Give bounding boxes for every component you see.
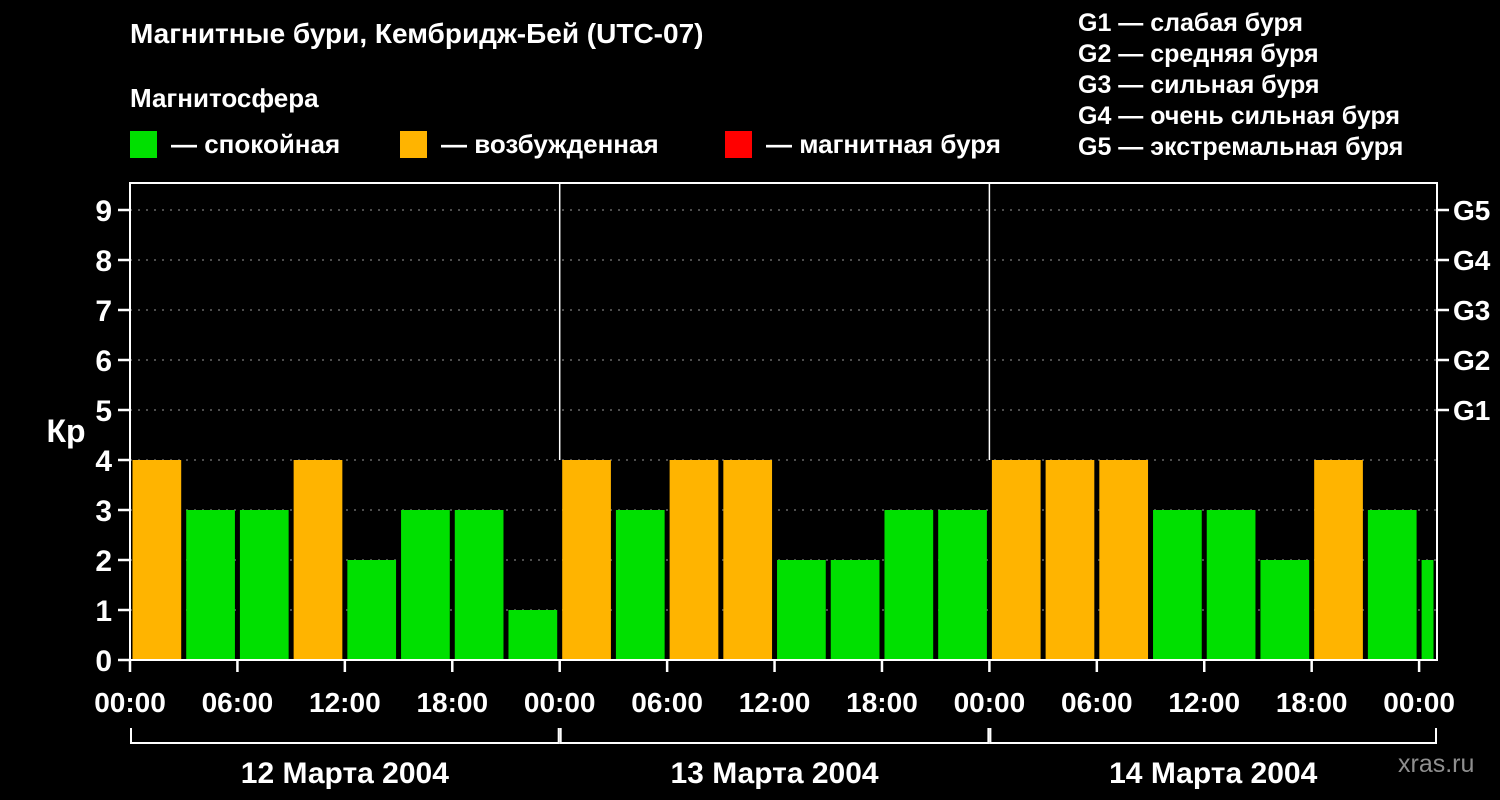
day-label: 13 Марта 2004	[670, 757, 878, 790]
y-tick-label: 1	[95, 595, 112, 628]
x-tick-label: 06:00	[1061, 687, 1133, 718]
kp-bar	[186, 510, 235, 660]
watermark: xras.ru	[1398, 750, 1475, 778]
kp-bar	[508, 610, 558, 660]
kp-bar	[830, 560, 880, 660]
legend-label-excited: — возбужденная	[441, 129, 659, 159]
legend-label-quiet: — спокойная	[171, 129, 341, 159]
y-tick-label: 5	[95, 395, 112, 428]
kp-bar	[777, 560, 826, 660]
g-level-label: G5	[1453, 195, 1490, 226]
kp-bar	[293, 460, 343, 660]
kp-bar	[401, 510, 450, 660]
plot-border	[129, 182, 1438, 661]
y-tick-label: 8	[95, 245, 112, 278]
storm-swatch	[725, 131, 752, 158]
kp-bar	[347, 560, 397, 660]
magnetosphere-label: Магнитосфера	[130, 83, 319, 113]
storm-scale-g1: G1 — слабая буря	[1078, 9, 1304, 37]
legend-item-quiet: — спокойная	[130, 129, 340, 160]
storm-scale-g2: G2 — средняя буря	[1078, 40, 1319, 68]
x-tick-label: 00:00	[524, 687, 596, 718]
quiet-swatch	[130, 131, 157, 158]
kp-bar	[454, 510, 504, 660]
storm-scale-g4: G4 — очень сильная буря	[1078, 102, 1400, 130]
kp-bar	[938, 510, 987, 660]
kp-bar	[991, 460, 1041, 660]
y-tick-label: 4	[95, 445, 112, 478]
x-tick-label: 12:00	[1168, 687, 1240, 718]
y-tick-label: 0	[95, 645, 112, 678]
x-tick-label: 12:00	[309, 687, 381, 718]
kp-bar	[1367, 510, 1417, 660]
storm-scale-g3: G3 — сильная буря	[1078, 71, 1320, 99]
x-tick-label: 18:00	[416, 687, 488, 718]
x-tick-label: 06:00	[202, 687, 274, 718]
kp-bar	[1314, 460, 1363, 660]
kp-bar	[1045, 460, 1095, 660]
kp-bar	[615, 510, 665, 660]
y-tick-label: 6	[95, 345, 112, 378]
kp-bar	[1260, 560, 1310, 660]
storm-scale-legend: G1 — слабая буря G2 — средняя буря G3 — …	[1078, 8, 1403, 163]
g-level-label: G4	[1453, 245, 1491, 276]
y-axis-title: Кр	[46, 413, 85, 449]
kp-bar	[239, 510, 289, 660]
x-tick-label: 00:00	[94, 687, 166, 718]
kp-bar	[723, 460, 773, 660]
kp-bar	[1421, 560, 1434, 660]
chart-title: Магнитные бури, Кембридж-Бей (UTC-07)	[130, 18, 704, 49]
g-level-label: G2	[1453, 345, 1490, 376]
kp-bar	[884, 510, 934, 660]
g-level-label: G3	[1453, 295, 1490, 326]
day-label: 12 Марта 2004	[241, 757, 449, 790]
day-label: 14 Марта 2004	[1109, 757, 1317, 790]
y-tick-label: 3	[95, 495, 112, 528]
y-tick-label: 9	[95, 195, 112, 228]
kp-bar	[1099, 460, 1149, 660]
legend-label-storm: — магнитная буря	[766, 129, 1001, 159]
excited-swatch	[400, 131, 427, 158]
x-tick-label: 00:00	[954, 687, 1026, 718]
g-level-label: G1	[1453, 395, 1490, 426]
y-tick-label: 2	[95, 545, 112, 578]
kp-bar	[562, 460, 611, 660]
y-tick-label: 7	[95, 295, 112, 328]
kp-bar	[132, 460, 182, 660]
day-bracket	[989, 728, 1437, 744]
kp-bar	[1153, 510, 1202, 660]
storm-scale-g5: G5 — экстремальная буря	[1078, 133, 1404, 161]
x-tick-label: 18:00	[846, 687, 918, 718]
day-bracket	[130, 728, 560, 744]
legend-item-excited: — возбужденная	[400, 129, 659, 160]
kp-bar	[669, 460, 719, 660]
x-tick-label: 06:00	[631, 687, 703, 718]
day-bracket	[559, 728, 990, 744]
kp-bar	[1206, 510, 1256, 660]
x-tick-label: 18:00	[1276, 687, 1348, 718]
x-tick-label: 12:00	[739, 687, 811, 718]
x-tick-label: 00:00	[1383, 687, 1455, 718]
legend-item-storm: — магнитная буря	[725, 129, 1001, 160]
